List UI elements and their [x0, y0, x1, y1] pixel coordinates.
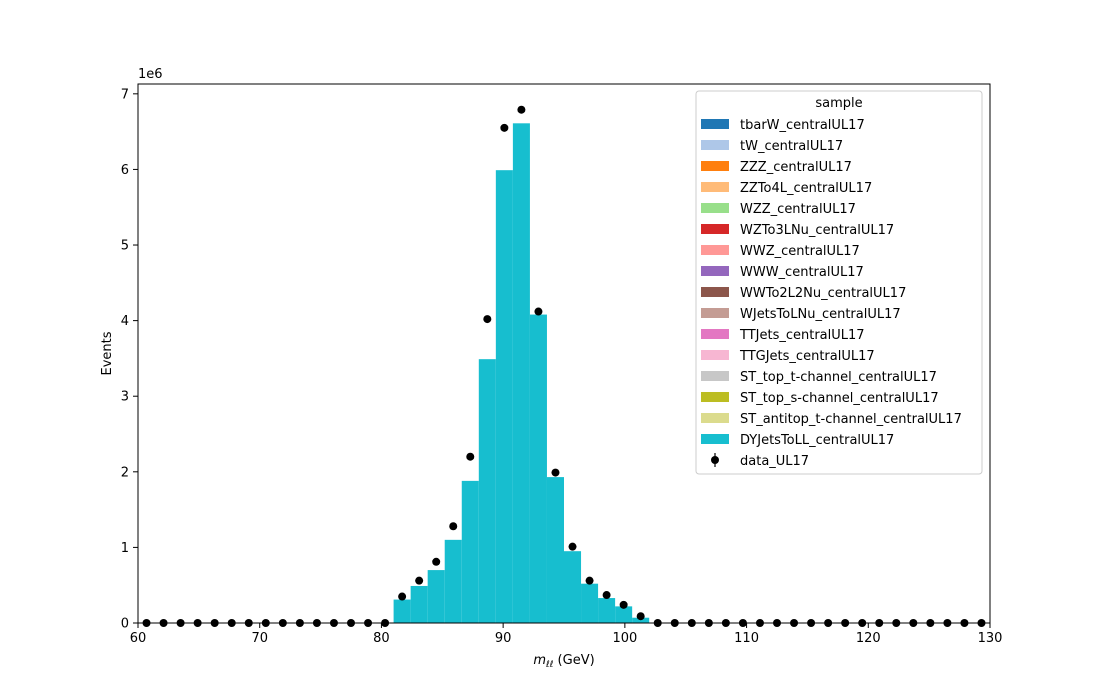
legend-label-10: TTJets_centralUL17: [739, 328, 865, 343]
x-tick-label-2: 80: [373, 631, 390, 646]
legend-label-14: ST_antitop_t-channel_centralUL17: [740, 412, 962, 427]
data-point-23: [534, 307, 543, 316]
data-point-24: [551, 468, 560, 477]
plot-frame: [137, 83, 991, 624]
legend-items: tbarW_centralUL17 tW_centralUL17 ZZZ_centr…: [701, 118, 962, 469]
y-tick-label-6: 6: [121, 163, 129, 178]
data-point-15: [398, 592, 407, 601]
legend-label-2: ZZZ_centralUL17: [740, 160, 852, 175]
legend-swatch-12: [701, 371, 729, 381]
bar-DYJetsToLL_centralUL17-14: [632, 617, 650, 623]
y-axis: 0 1 2 3 4 5 6 7: [121, 87, 138, 632]
x-axis-label-symbol: m: [533, 653, 546, 668]
legend-swatch-6: [701, 245, 729, 255]
bar-DYJetsToLL_centralUL17-0: [393, 599, 411, 623]
data-point-26: [585, 576, 594, 585]
legend-label-3: ZZTo4L_centralUL17: [740, 181, 872, 196]
data-point-25: [568, 542, 577, 551]
y-tick-label-2: 2: [121, 465, 129, 480]
legend-label-7: WWW_centralUL17: [740, 265, 864, 280]
legend-swatch-15: [701, 434, 729, 444]
bar-DYJetsToLL_centralUL17-12: [598, 598, 616, 623]
legend-swatch-14: [701, 413, 729, 423]
bar-DYJetsToLL_centralUL17-3: [444, 539, 462, 623]
legend-swatch-8: [701, 287, 729, 297]
data-point-28: [619, 600, 628, 609]
bar-DYJetsToLL_centralUL17-2: [427, 570, 445, 623]
y-tick-label-5: 5: [121, 239, 129, 254]
x-tick-label-7: 130: [978, 631, 1003, 646]
legend-swatch-5: [701, 224, 729, 234]
x-axis-label-unit: (GeV): [553, 653, 594, 668]
x-axis-label-subscript: ℓℓ: [545, 660, 553, 670]
legend-swatch-0: [701, 119, 729, 129]
legend-label-6: WWZ_centralUL17: [740, 244, 860, 259]
data-point-22: [517, 105, 526, 114]
legend-label-12: ST_top_t-channel_centralUL17: [740, 370, 937, 385]
x-tick-label-6: 120: [856, 631, 881, 646]
bar-DYJetsToLL_centralUL17-5: [478, 359, 496, 623]
legend-swatch-9: [701, 308, 729, 318]
y-scale-label: 1e6: [138, 67, 163, 82]
y-tick-label-7: 7: [121, 87, 129, 102]
data-point-19: [466, 452, 475, 461]
x-tick-label-1: 70: [251, 631, 268, 646]
legend-swatch-4: [701, 203, 729, 213]
bar-DYJetsToLL_centralUL17-7: [512, 123, 530, 623]
y-axis-label: Events: [100, 331, 115, 375]
legend-label-4: WZZ_centralUL17: [740, 202, 856, 217]
x-tick-label-4: 100: [612, 631, 637, 646]
legend-label-0: tbarW_centralUL17: [740, 118, 865, 133]
y-tick-label-3: 3: [121, 390, 129, 405]
x-axis-label: mℓℓ (GeV): [533, 653, 594, 670]
legend-label-15: DYJetsToLL_centralUL17: [740, 433, 894, 448]
bar-DYJetsToLL_centralUL17-1: [410, 585, 428, 623]
bar-DYJetsToLL_centralUL17-13: [615, 606, 633, 623]
data-point-21: [500, 123, 509, 132]
x-tick-label-3: 90: [495, 631, 512, 646]
data-point-29: [636, 612, 645, 621]
legend-swatch-3: [701, 182, 729, 192]
y-tick-label-0: 0: [121, 617, 129, 632]
x-tick-label-0: 60: [130, 631, 147, 646]
legend-data-marker: [711, 456, 719, 464]
legend-swatch-1: [701, 140, 729, 150]
legend-label-11: TTGJets_centralUL17: [739, 349, 875, 364]
y-tick-label-1: 1: [121, 541, 129, 556]
legend-swatch-10: [701, 329, 729, 339]
bar-DYJetsToLL_centralUL17-9: [546, 477, 564, 623]
bars-layer: [393, 123, 650, 624]
bar-DYJetsToLL_centralUL17-11: [581, 583, 599, 623]
bar-DYJetsToLL_centralUL17-6: [495, 170, 513, 624]
bar-DYJetsToLL_centralUL17-10: [564, 551, 582, 623]
data-point-18: [449, 522, 458, 531]
data-point-20: [483, 315, 492, 324]
legend-label-9: WJetsToLNu_centralUL17: [740, 307, 901, 322]
legend-label-8: WWTo2L2Nu_centralUL17: [740, 286, 906, 301]
x-axis: 60 70 80 90 100 110 120 130: [130, 623, 1003, 646]
data-point-27: [602, 591, 611, 600]
legend-label-data: data_UL17: [740, 454, 809, 469]
legend-swatch-7: [701, 266, 729, 276]
data-point-16: [415, 576, 424, 585]
legend: sample tbarW_centralUL17 tW_centralUL17 ZZ…: [695, 90, 983, 475]
bar-DYJetsToLL_centralUL17-8: [529, 314, 547, 623]
legend-swatch-2: [701, 161, 729, 171]
legend-label-13: ST_top_s-channel_centralUL17: [740, 391, 939, 406]
x-tick-label-5: 110: [734, 631, 759, 646]
data-point-17: [432, 557, 441, 566]
legend-box: [695, 90, 983, 475]
y-tick-label-4: 4: [121, 314, 129, 329]
legend-title: sample: [815, 96, 862, 111]
legend-swatch-11: [701, 350, 729, 360]
legend-swatch-13: [701, 392, 729, 402]
legend-label-5: WZTo3LNu_centralUL17: [740, 223, 894, 238]
bar-DYJetsToLL_centralUL17-4: [461, 480, 479, 623]
legend-label-1: tW_centralUL17: [740, 139, 843, 154]
